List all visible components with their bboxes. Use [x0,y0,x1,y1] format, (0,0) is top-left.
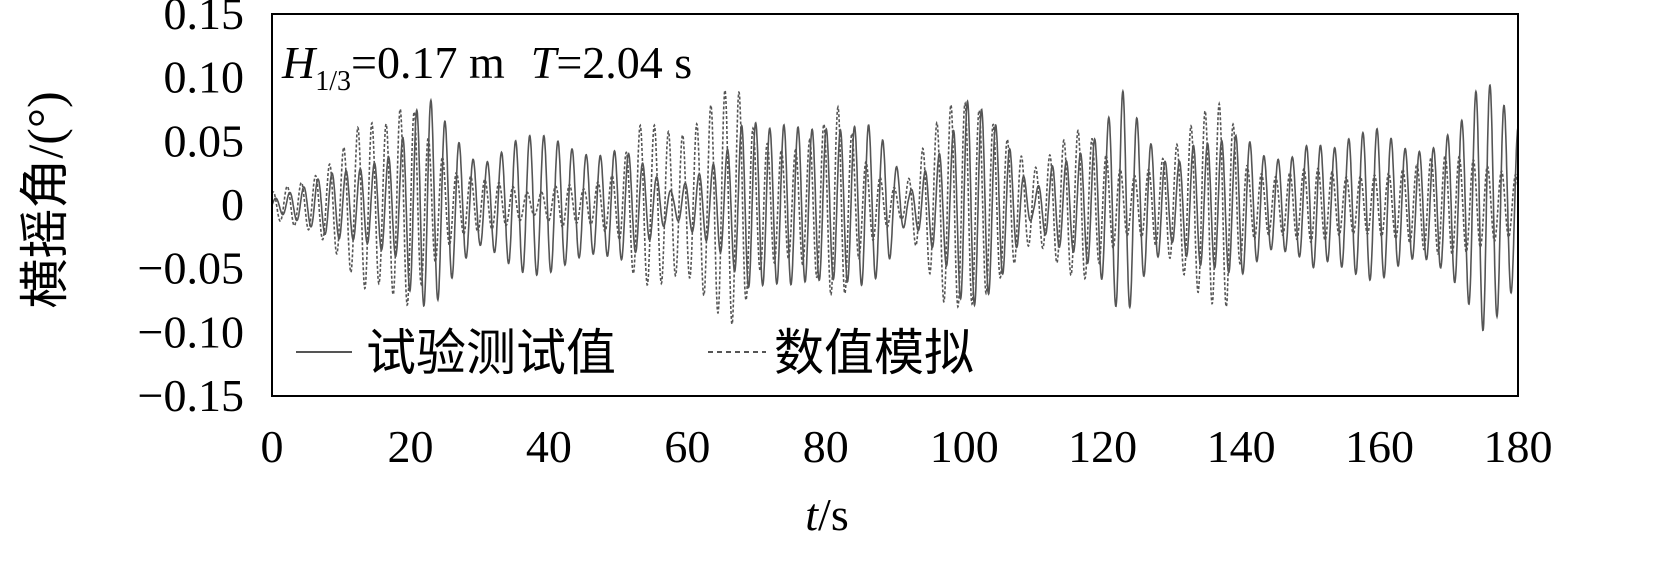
y-tick-label: −0.10 [138,306,244,357]
series-simulated-line [271,87,1519,326]
y-tick-label: 0 [221,179,244,230]
x-tick-label: 120 [1068,421,1137,472]
annotation-gap: T [531,37,560,88]
wave-height-value: =0.17 m [351,37,505,88]
series-layer [271,84,1519,332]
y-tick-label: 0.05 [164,115,245,166]
x-tick-label: 20 [387,421,433,472]
x-axis-label: t/s [805,489,848,540]
x-axis-label-symbol: t [805,489,819,540]
plot-frame [271,13,1519,397]
x-tick-label: 40 [526,421,572,472]
wave-height-symbol: H [281,37,318,88]
x-tick-label: 80 [803,421,849,472]
x-tick-label: 100 [930,421,999,472]
legend-label-measured: 试验测试值 [366,325,616,381]
x-tick-label: 160 [1345,421,1414,472]
legend-label-simulated: 数值模拟 [774,325,974,381]
y-tick-labels: 0.15 0.10 0.05 0 −0.05 −0.10 −0.15 [138,0,244,421]
y-tick-label: 0.10 [164,52,245,103]
x-tick-labels: 0 20 40 60 80 100 120 140 160 180 [261,421,1553,472]
x-tick-label: 140 [1207,421,1276,472]
x-axis-label-unit: /s [818,489,849,540]
condition-annotation: H1/3=0.17 m T=2.04 s [281,37,692,97]
x-tick-label: 60 [664,421,710,472]
x-tick-label: 180 [1484,421,1553,472]
legend: 试验测试值 数值模拟 [296,325,974,381]
y-tick-label: 0.15 [164,0,245,39]
period-value: =2.04 s [556,37,692,88]
x-tick-label: 0 [261,421,284,472]
y-tick-label: −0.15 [138,370,244,421]
wave-height-subscript: 1/3 [315,66,351,97]
y-axis-label: 横摇角/(°) [17,91,73,308]
y-tick-label: −0.05 [138,243,244,294]
series-measured-line [271,84,1519,332]
